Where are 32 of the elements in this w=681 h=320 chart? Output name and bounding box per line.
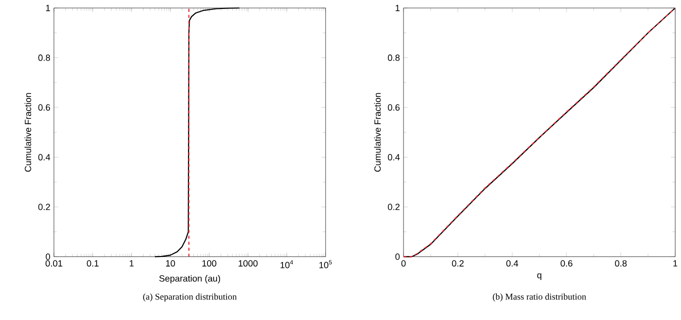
y-tick-label: 0.4 xyxy=(38,154,50,161)
x-tick-label: 0.01 xyxy=(46,260,62,267)
y-tick-label: 0.8 xyxy=(388,54,400,62)
y-tick-label: 0.4 xyxy=(388,154,400,161)
text: (a) Separation distribution xyxy=(143,294,237,302)
x-tick-label: 0.2 xyxy=(452,260,464,267)
x-tick-label: 0 xyxy=(401,260,406,267)
y-tick-label: 0 xyxy=(395,254,400,260)
y-tick-label: 1 xyxy=(396,5,400,12)
x-tick-label: 1 xyxy=(130,260,134,267)
x-tick-label: 10$^{4}$ xyxy=(280,260,294,268)
x-tick-label: 100 xyxy=(202,260,216,267)
x-tick-label: 10$^{5}$ xyxy=(319,260,332,268)
x-tick-label: 1 xyxy=(673,260,678,267)
x-tick-label: 0.4 xyxy=(506,260,518,267)
x-tick-label: 0.1 xyxy=(86,260,99,267)
text: (b) Mass ratio distribution xyxy=(492,294,586,302)
y-tick-label: 0 xyxy=(46,254,50,260)
y-tick-label: 0.2 xyxy=(388,204,400,210)
x-axis-title: q xyxy=(537,274,542,280)
x-tick-label: 10 xyxy=(166,260,176,267)
x-axis-title: Separation (au) xyxy=(159,275,220,284)
y-axis-title: Cumulative Fraction xyxy=(374,93,381,172)
y-tick-label: 0.6 xyxy=(38,104,50,111)
y-tick-label: 0.2 xyxy=(38,204,50,210)
y-axis-title: Cumulative Fraction xyxy=(24,93,32,172)
x-tick-label: 1000 xyxy=(238,260,258,267)
x-tick-label: 0.6 xyxy=(560,260,572,267)
y-tick-label: 1 xyxy=(46,5,50,12)
y-tick-label: 0.6 xyxy=(388,104,400,111)
y-tick-label: 0.8 xyxy=(38,54,50,62)
x-tick-label: 0.8 xyxy=(614,260,627,267)
